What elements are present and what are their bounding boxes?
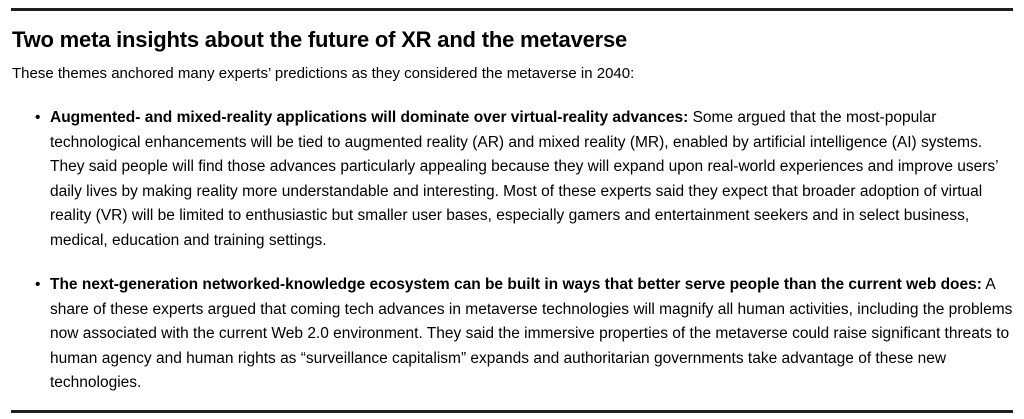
list-item: • The next-generation networked-knowledge…: [11, 273, 1013, 396]
bullet-icon: •: [35, 276, 41, 293]
top-rule: [11, 8, 1013, 11]
page-title: Two meta insights about the future of XR…: [12, 27, 628, 52]
bottom-rule: [11, 409, 1013, 413]
bullet-body-text: A share of these experts argued that com…: [50, 276, 1013, 391]
bullet-lead-text: The next-generation networked-knowledge …: [50, 276, 982, 293]
bullet-lead-text: Augmented- and mixed-reality application…: [50, 109, 689, 126]
bullet-list: • Augmented- and mixed-reality applicatio…: [11, 106, 1013, 396]
bullet-body-text: Some argued that the most-popular techno…: [50, 109, 999, 249]
figure-container: Two meta insights about the future of XR…: [11, 8, 1013, 413]
bullet-icon: •: [35, 109, 41, 126]
intro-text: These themes anchored many experts’ pred…: [12, 65, 635, 82]
list-item: • Augmented- and mixed-reality applicatio…: [11, 106, 1013, 253]
